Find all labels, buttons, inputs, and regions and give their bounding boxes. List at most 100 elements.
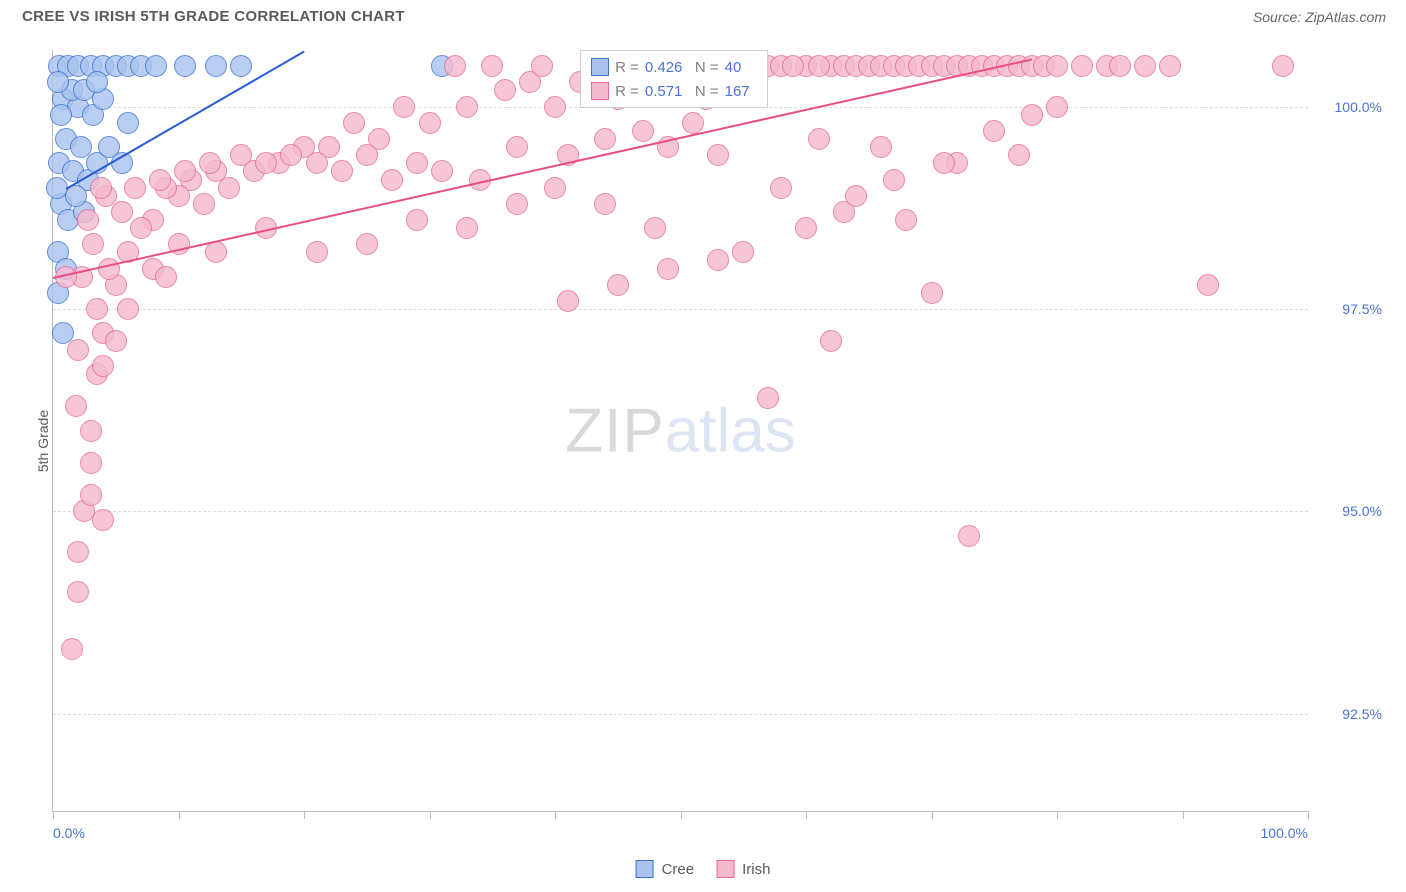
data-point — [193, 193, 215, 215]
data-point — [117, 298, 139, 320]
chart-header: CREE VS IRISH 5TH GRADE CORRELATION CHAR… — [0, 0, 1406, 31]
data-point — [86, 71, 108, 93]
stats-box: R =0.426N =40R =0.571N =167 — [580, 50, 768, 108]
data-point — [230, 55, 252, 77]
data-point — [82, 233, 104, 255]
data-point — [707, 144, 729, 166]
x-tick — [932, 811, 933, 819]
x-tick — [681, 811, 682, 819]
data-point — [770, 177, 792, 199]
data-point — [67, 581, 89, 603]
data-point — [105, 330, 127, 352]
stat-n-value: 40 — [725, 59, 757, 76]
data-point — [306, 152, 328, 174]
data-point — [50, 104, 72, 126]
data-point — [230, 144, 252, 166]
data-point — [174, 55, 196, 77]
data-point — [331, 160, 353, 182]
data-point — [921, 282, 943, 304]
y-tick-label: 100.0% — [1314, 99, 1382, 115]
data-point — [1021, 104, 1043, 126]
stats-row: R =0.571N =167 — [591, 79, 757, 103]
legend-swatch — [716, 860, 734, 878]
gridline — [53, 511, 1308, 512]
data-point — [406, 209, 428, 231]
legend-item: Cree — [636, 860, 695, 878]
data-point — [92, 509, 114, 531]
data-point — [1008, 144, 1030, 166]
gridline — [53, 309, 1308, 310]
watermark-suffix: atlas — [665, 396, 796, 465]
data-point — [431, 160, 453, 182]
data-point — [86, 298, 108, 320]
stat-r-value: 0.571 — [645, 83, 689, 100]
data-point — [808, 55, 830, 77]
gridline — [53, 714, 1308, 715]
stat-n-label: N = — [695, 83, 719, 100]
data-point — [657, 258, 679, 280]
chart-source: Source: ZipAtlas.com — [1253, 9, 1386, 25]
x-tick — [430, 811, 431, 819]
data-point — [145, 55, 167, 77]
data-point — [1134, 55, 1156, 77]
plot-canvas: ZIPatlas 92.5%95.0%97.5%100.0%0.0%100.0%… — [52, 50, 1308, 812]
stat-r-value: 0.426 — [645, 59, 689, 76]
data-point — [155, 266, 177, 288]
data-point — [47, 71, 69, 93]
data-point — [870, 136, 892, 158]
chart-title: CREE VS IRISH 5TH GRADE CORRELATION CHAR… — [22, 8, 405, 25]
data-point — [356, 233, 378, 255]
legend-label: Cree — [662, 861, 695, 878]
x-tick-label: 0.0% — [53, 825, 85, 841]
legend-label: Irish — [742, 861, 770, 878]
data-point — [506, 136, 528, 158]
data-point — [1159, 55, 1181, 77]
stat-r-label: R = — [615, 83, 639, 100]
chart-area: 5th Grade ZIPatlas 92.5%95.0%97.5%100.0%… — [18, 40, 1388, 842]
data-point — [356, 144, 378, 166]
data-point — [933, 152, 955, 174]
x-tick — [555, 811, 556, 819]
data-point — [632, 120, 654, 142]
data-point — [111, 201, 133, 223]
data-point — [117, 112, 139, 134]
x-tick — [1057, 811, 1058, 819]
data-point — [280, 144, 302, 166]
data-point — [444, 55, 466, 77]
data-point — [682, 112, 704, 134]
data-point — [92, 355, 114, 377]
watermark-prefix: ZIP — [565, 396, 664, 465]
data-point — [494, 79, 516, 101]
data-point — [1046, 55, 1068, 77]
data-point — [80, 484, 102, 506]
x-tick — [53, 811, 54, 819]
data-point — [958, 525, 980, 547]
data-point — [506, 193, 528, 215]
data-point — [782, 55, 804, 77]
data-point — [1046, 96, 1068, 118]
data-point — [199, 152, 221, 174]
data-point — [149, 169, 171, 191]
data-point — [544, 177, 566, 199]
data-point — [77, 209, 99, 231]
data-point — [419, 112, 441, 134]
data-point — [124, 177, 146, 199]
legend-swatch — [591, 82, 609, 100]
data-point — [544, 96, 566, 118]
legend-item: Irish — [716, 860, 770, 878]
bottom-legend: Cree Irish — [636, 860, 771, 878]
data-point — [795, 217, 817, 239]
data-point — [406, 152, 428, 174]
data-point — [707, 249, 729, 271]
data-point — [306, 241, 328, 263]
x-tick — [179, 811, 180, 819]
data-point — [65, 395, 87, 417]
data-point — [983, 120, 1005, 142]
legend-swatch — [636, 860, 654, 878]
y-tick-label: 97.5% — [1314, 301, 1382, 317]
data-point — [557, 290, 579, 312]
data-point — [174, 160, 196, 182]
data-point — [98, 258, 120, 280]
data-point — [456, 96, 478, 118]
data-point — [205, 241, 227, 263]
